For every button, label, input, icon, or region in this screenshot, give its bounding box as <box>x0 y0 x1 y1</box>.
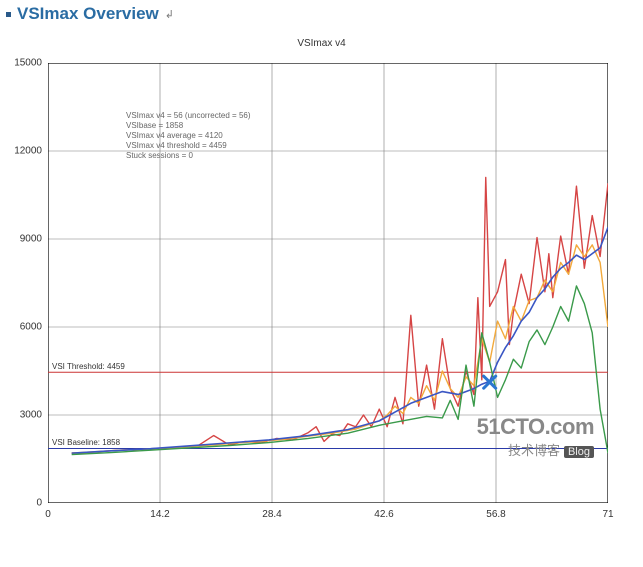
info-line: VSImax v4 threshold = 4459 <box>126 141 251 151</box>
x-tick: 0 <box>45 509 51 520</box>
page-title: VSImax Overview <box>17 4 159 24</box>
y-tick: 6000 <box>20 322 42 333</box>
y-tick: 0 <box>36 498 42 509</box>
y-tick: 9000 <box>20 234 42 245</box>
page-root: VSImax Overview ↲ VSImax v4 VSImax v4 = … <box>0 0 643 567</box>
chart-area: VSImax v4 = 56 (uncorrected = 56)VSIbase… <box>48 63 608 503</box>
x-tick: 28.4 <box>262 509 281 520</box>
info-line: VSImax v4 average = 4120 <box>126 131 251 141</box>
x-tick: 14.2 <box>150 509 169 520</box>
y-tick: 15000 <box>14 58 42 69</box>
threshold_line-label: VSI Threshold: 4459 <box>52 362 125 371</box>
chart-info-box: VSImax v4 = 56 (uncorrected = 56)VSIbase… <box>126 111 251 161</box>
baseline_line-label: VSI Baseline: 1858 <box>52 438 120 447</box>
heading-row: VSImax Overview ↲ <box>0 0 643 28</box>
y-tick: 12000 <box>14 146 42 157</box>
paragraph-mark-icon: ↲ <box>165 8 174 21</box>
x-tick: 71 <box>602 509 613 520</box>
y-tick: 3000 <box>20 410 42 421</box>
bullet-icon <box>6 12 11 17</box>
info-line: VSIbase = 1858 <box>126 121 251 131</box>
x-tick: 42.6 <box>374 509 393 520</box>
chart-title: VSImax v4 <box>0 38 643 49</box>
x-tick: 56.8 <box>486 509 505 520</box>
info-line: Stuck sessions = 0 <box>126 151 251 161</box>
info-line: VSImax v4 = 56 (uncorrected = 56) <box>126 111 251 121</box>
